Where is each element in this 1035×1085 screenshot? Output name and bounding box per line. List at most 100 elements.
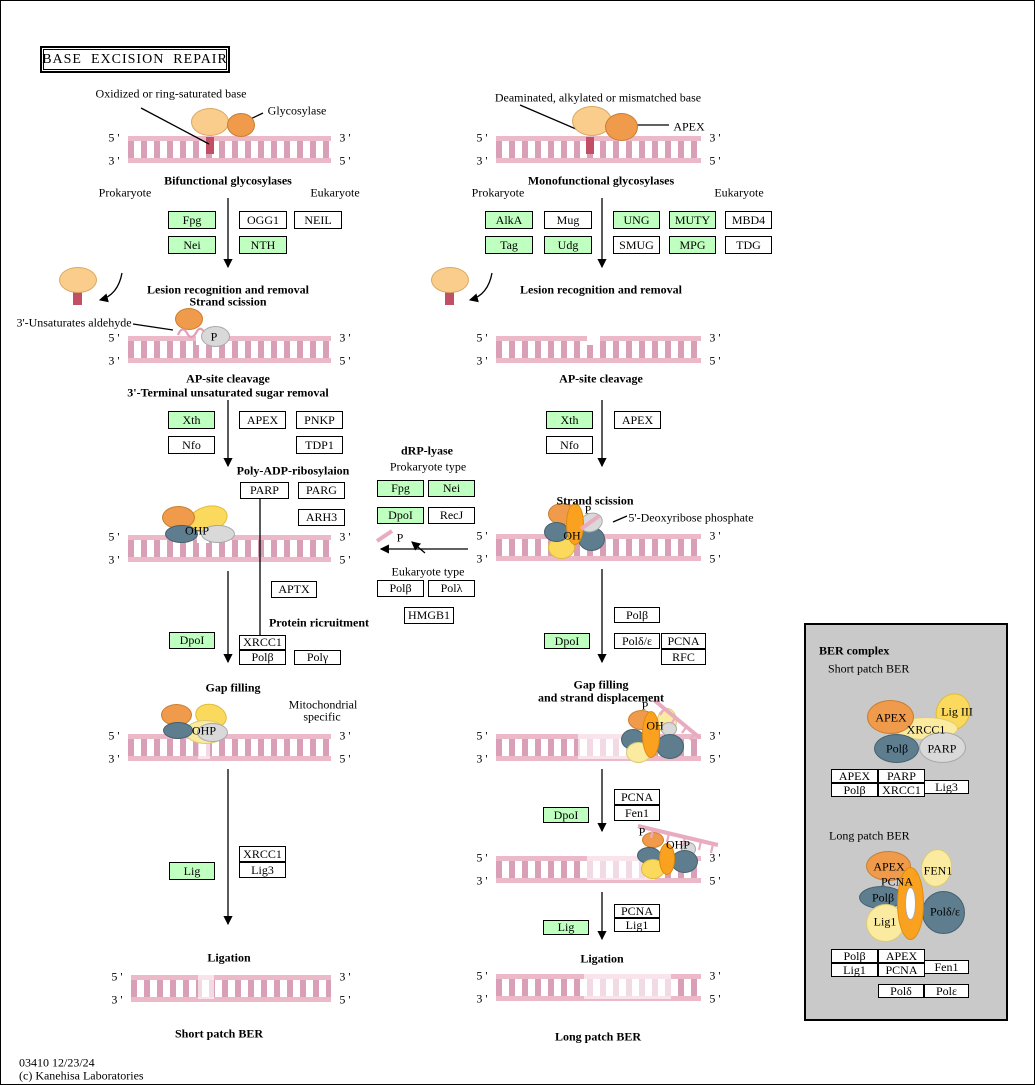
gene-fpg[interactable]: Fpg	[377, 480, 424, 497]
gene-dpoi[interactable]: DpoI	[169, 632, 215, 649]
label-eukaryote: Eukaryote	[310, 185, 360, 200]
gene-apex[interactable]: APEX	[878, 949, 925, 963]
gene-pnkp[interactable]: PNKP	[296, 411, 343, 429]
gene-parg[interactable]: PARG	[298, 482, 345, 499]
gene-pol[interactable]: Polβ	[831, 949, 878, 963]
dna-end-label: 3 '	[709, 968, 721, 983]
apex-enzyme	[605, 113, 638, 141]
gene-parp[interactable]: PARP	[878, 769, 925, 783]
gene-parp[interactable]: PARP	[240, 482, 289, 499]
gene-pcna[interactable]: PCNA	[614, 789, 660, 805]
gene-muty[interactable]: MUTY	[669, 211, 716, 229]
dna-end-label: 3 '	[108, 353, 120, 368]
gene-aptx[interactable]: APTX	[271, 581, 317, 598]
label-drp-lyase: dRP-lyase	[401, 443, 453, 458]
gene-nfo[interactable]: Nfo	[546, 436, 593, 454]
gene-pol[interactable]: Polβ	[239, 650, 286, 665]
gene-tdp1[interactable]: TDP1	[296, 436, 343, 454]
parp-ellipse-label: PARP	[927, 741, 957, 756]
dna-strand	[128, 158, 331, 163]
dna-end-label: 5 '	[339, 552, 351, 567]
gene-lig3[interactable]: Lig3	[239, 862, 286, 878]
gene-tag[interactable]: Tag	[485, 236, 533, 254]
gene-tdg[interactable]: TDG	[725, 236, 772, 254]
dna-strand	[128, 734, 331, 739]
base-release-arrow	[468, 272, 493, 303]
gene-pcna[interactable]: PCNA	[661, 633, 706, 649]
gene-xth[interactable]: Xth	[168, 411, 215, 429]
gene-pol[interactable]: Polε	[924, 984, 969, 998]
flap-rung	[681, 725, 688, 734]
damaged-base-blob	[191, 108, 229, 136]
gene-alka[interactable]: AlkA	[485, 211, 533, 229]
gene-mbd4[interactable]: MBD4	[725, 211, 772, 229]
gene-xrcc1[interactable]: XRCC1	[878, 783, 925, 797]
gene-mug[interactable]: Mug	[544, 211, 592, 229]
gene-fpg[interactable]: Fpg	[168, 211, 216, 229]
label-3-unsaturates-aldehyde: 3'-Unsaturates aldehyde	[16, 315, 132, 330]
gene-fen1[interactable]: Fen1	[614, 805, 660, 821]
gene-ung[interactable]: UNG	[613, 211, 660, 229]
dna-end-label: 3 '	[339, 728, 351, 743]
glycosylase-on-dna	[175, 308, 203, 330]
drp-fragment	[375, 529, 394, 543]
gene-lig[interactable]: Lig	[169, 862, 215, 880]
gene-pcna[interactable]: PCNA	[878, 963, 925, 977]
gene-apex[interactable]: APEX	[614, 411, 661, 429]
gene-fen1[interactable]: Fen1	[924, 960, 969, 974]
gene-dpoi[interactable]: DpoI	[377, 507, 424, 524]
gene-dpoi[interactable]: DpoI	[544, 633, 590, 649]
gene-pol[interactable]: Polλ	[428, 580, 475, 597]
gene-arh3[interactable]: ARH3	[298, 509, 345, 526]
phosphate-label: P	[584, 502, 592, 517]
label-lesion-recognition-and-removal: Lesion recognition and removal	[520, 282, 682, 297]
gene-lig[interactable]: Lig	[543, 920, 589, 935]
gene-recj[interactable]: RecJ	[428, 507, 475, 524]
gene-pol[interactable]: Polδ	[878, 984, 924, 998]
label-bifunctional-glycosylases: Bifunctional glycosylases	[164, 173, 292, 188]
gene-nei[interactable]: Nei	[428, 480, 475, 497]
callout-line	[612, 515, 628, 523]
dna-end-label: 5 '	[709, 551, 721, 566]
gene-nei[interactable]: Nei	[168, 236, 216, 254]
dna-end-label: 3 '	[709, 850, 721, 865]
gene-lig1[interactable]: Lig1	[614, 918, 660, 932]
gene-ogg1[interactable]: OGG1	[239, 211, 287, 229]
gene-smug[interactable]: SMUG	[613, 236, 660, 254]
gene-udg[interactable]: Udg	[544, 236, 592, 254]
gene-nfo[interactable]: Nfo	[168, 436, 215, 454]
phosphate-label: P	[638, 824, 646, 839]
gene-pol[interactable]: Polγ	[294, 650, 341, 665]
dna-end-label: 5 '	[111, 969, 123, 984]
label-apex: APEX	[673, 119, 705, 134]
gene-xrcc1[interactable]: XRCC1	[239, 635, 286, 650]
gene-apex[interactable]: APEX	[239, 411, 286, 429]
gene-neil[interactable]: NEIL	[294, 211, 342, 229]
gene-pol[interactable]: Polβ	[614, 607, 660, 623]
gene-pol[interactable]: Polδ/ε	[614, 633, 660, 649]
repair-complex-part	[165, 525, 198, 543]
dna-strand	[128, 358, 331, 363]
gene-nth[interactable]: NTH	[239, 236, 287, 254]
dna-end-label: 5 '	[339, 353, 351, 368]
gene-rfc[interactable]: RFC	[661, 649, 706, 665]
excised-base-stem	[73, 291, 82, 305]
gene-pol[interactable]: Polβ	[831, 783, 878, 797]
label-eukaryote: Eukaryote	[714, 185, 764, 200]
dna-end-label: 5 '	[476, 130, 488, 145]
dna-end-label: 5 '	[476, 528, 488, 543]
gene-xth[interactable]: Xth	[546, 411, 593, 429]
gene-dpoi[interactable]: DpoI	[543, 807, 589, 823]
gene-lig3[interactable]: Lig3	[924, 780, 969, 794]
gene-xrcc1[interactable]: XRCC1	[239, 846, 286, 862]
gene-hmgb1[interactable]: HMGB1	[404, 607, 454, 624]
gene-lig1[interactable]: Lig1	[831, 963, 878, 977]
gene-apex[interactable]: APEX	[831, 769, 878, 783]
dna-strand	[496, 141, 701, 158]
gene-pcna[interactable]: PCNA	[614, 904, 660, 918]
gene-mpg[interactable]: MPG	[669, 236, 716, 254]
gene-pol[interactable]: Polβ	[377, 580, 424, 597]
dna-end-label: 5 '	[476, 850, 488, 865]
dna-strand	[131, 975, 331, 980]
polde-protein	[922, 891, 965, 934]
